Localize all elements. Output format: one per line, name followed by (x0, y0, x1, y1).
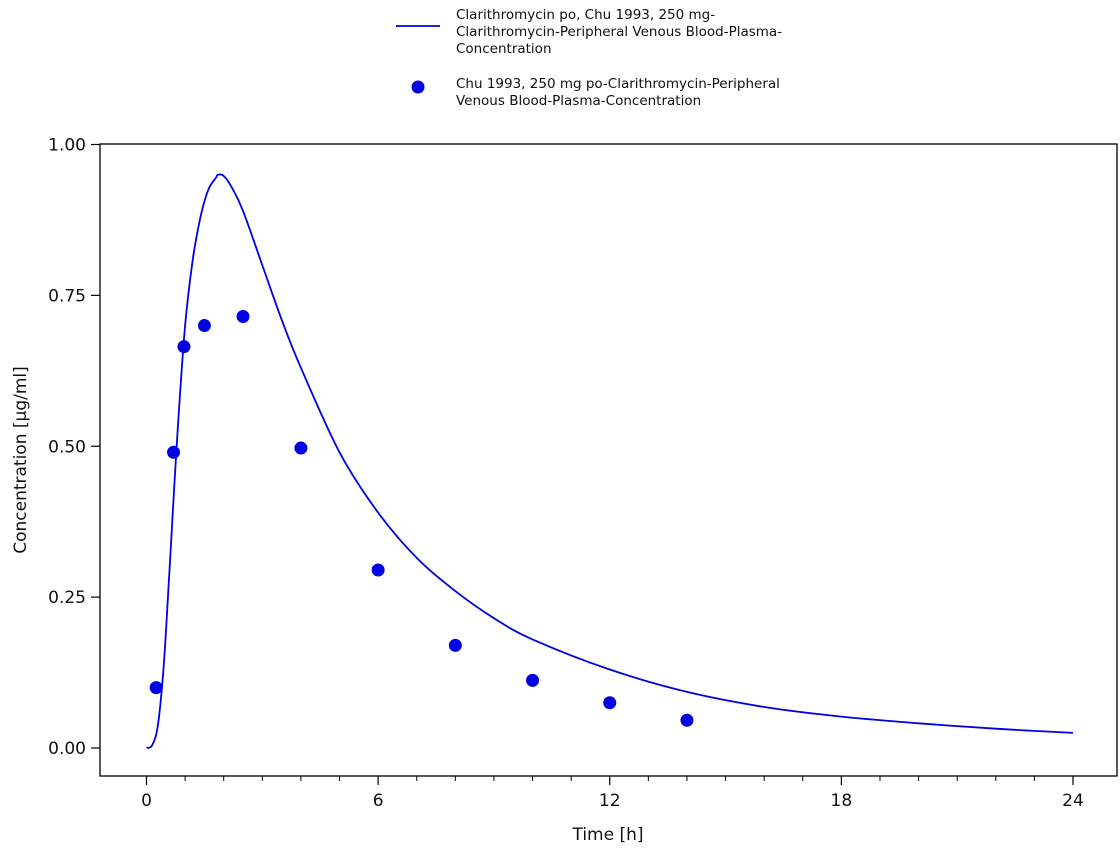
x-axis-label: Time [h] (571, 825, 643, 845)
y-axis: 0.00 0.25 0.50 0.75 1.00 (48, 136, 100, 759)
observed-data-point (526, 673, 540, 687)
observed-data-point (603, 696, 617, 710)
observed-data-point (149, 681, 163, 695)
legend: Clarithromycin po, Chu 1993, 250 mg- Cla… (396, 7, 786, 109)
observed-data-point (680, 713, 694, 727)
y-tick-label: 0.00 (48, 739, 86, 759)
observed-data-point (236, 309, 250, 323)
legend-scatter-label: Chu 1993, 250 mg po-Clarithromycin-Perip… (456, 76, 784, 109)
y-tick-label: 0.75 (48, 286, 86, 306)
legend-line-label-1: Clarithromycin po, Chu 1993, 250 mg- (456, 7, 715, 23)
observed-data-point (294, 441, 308, 455)
observed-data-point (167, 445, 181, 459)
legend-line-label-2: Clarithromycin-Peripheral Venous Blood-P… (456, 24, 782, 40)
observed-data-point (197, 319, 211, 333)
x-axis: 0 6 12 18 24 (141, 776, 1084, 811)
x-tick-label: 0 (141, 791, 152, 811)
x-tick-label: 6 (373, 791, 384, 811)
x-tick-label: 24 (1062, 791, 1084, 811)
simulation-line (146, 173, 1074, 749)
y-tick-label: 0.50 (48, 437, 86, 457)
legend-line-label-3: Concentration (456, 41, 552, 57)
observed-data-point (371, 563, 385, 577)
y-tick-label: 0.25 (48, 588, 86, 608)
y-tick-label: 1.00 (48, 136, 86, 156)
x-tick-label: 18 (831, 791, 853, 811)
observed-data-point (448, 638, 462, 652)
legend-scatter-label-2: Venous Blood-Plasma-Concentration (456, 93, 701, 109)
y-axis-label: Concentration [µg/ml] (11, 366, 31, 554)
plot-frame (99, 143, 1118, 777)
x-tick-label: 12 (599, 791, 621, 811)
legend-scatter-label-1: Chu 1993, 250 mg po-Clarithromycin-Perip… (456, 76, 780, 92)
observed-data-point (177, 340, 191, 354)
legend-marker-swatch (411, 80, 425, 94)
legend-line-label: Clarithromycin po, Chu 1993, 250 mg- Cla… (456, 7, 786, 57)
series-layer (146, 173, 1074, 749)
